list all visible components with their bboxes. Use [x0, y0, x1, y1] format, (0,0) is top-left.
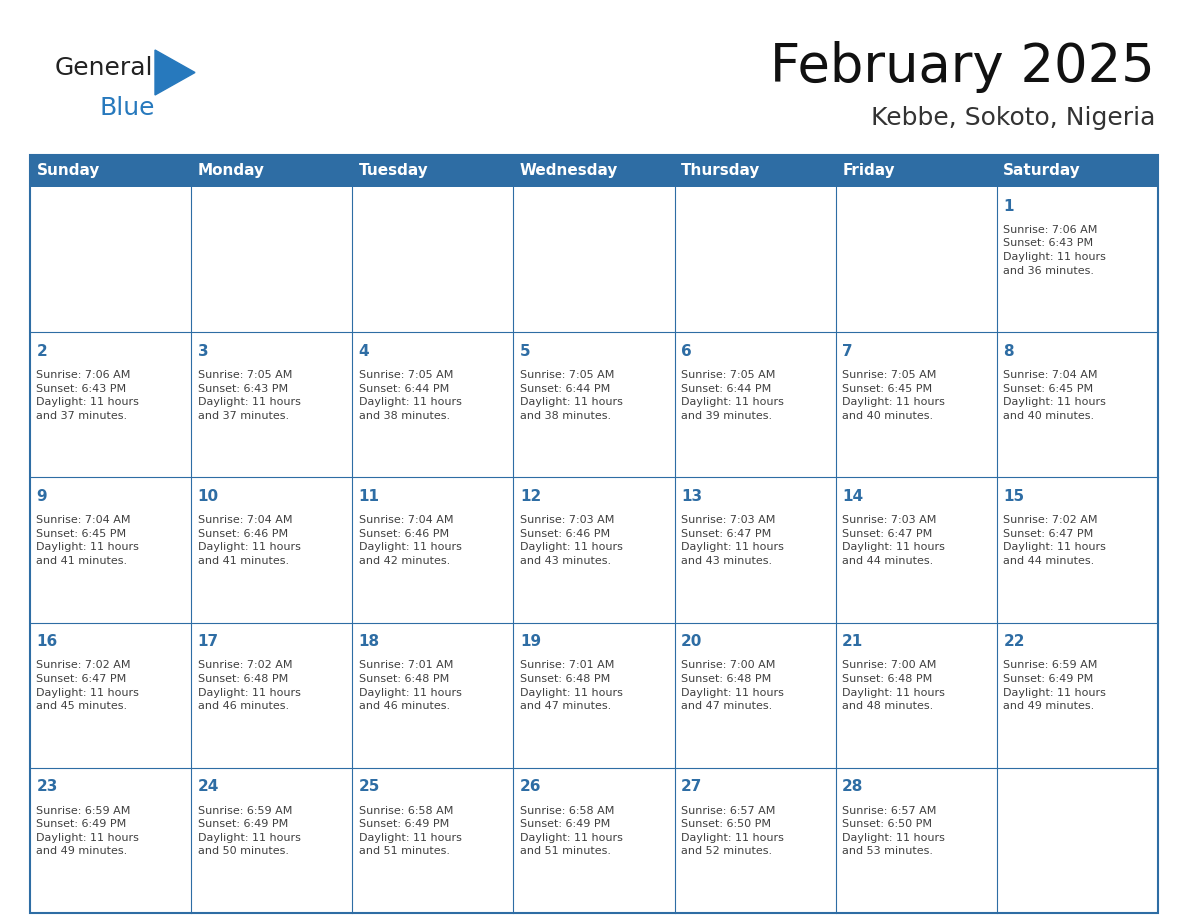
Text: 17: 17: [197, 634, 219, 649]
Text: Blue: Blue: [100, 96, 156, 120]
Polygon shape: [154, 50, 195, 95]
Text: Sunday: Sunday: [37, 163, 100, 178]
Text: Sunrise: 7:04 AM
Sunset: 6:46 PM
Daylight: 11 hours
and 42 minutes.: Sunrise: 7:04 AM Sunset: 6:46 PM Dayligh…: [359, 515, 462, 566]
Text: Sunrise: 7:05 AM
Sunset: 6:44 PM
Daylight: 11 hours
and 39 minutes.: Sunrise: 7:05 AM Sunset: 6:44 PM Dayligh…: [681, 370, 784, 420]
Text: Thursday: Thursday: [681, 163, 760, 178]
Text: Sunrise: 7:03 AM
Sunset: 6:46 PM
Daylight: 11 hours
and 43 minutes.: Sunrise: 7:03 AM Sunset: 6:46 PM Dayligh…: [520, 515, 623, 566]
Text: Sunrise: 6:59 AM
Sunset: 6:49 PM
Daylight: 11 hours
and 49 minutes.: Sunrise: 6:59 AM Sunset: 6:49 PM Dayligh…: [1004, 660, 1106, 711]
Text: Wednesday: Wednesday: [520, 163, 618, 178]
Bar: [353, 155, 513, 187]
Text: 19: 19: [520, 634, 541, 649]
Text: 8: 8: [1004, 344, 1013, 359]
Text: 18: 18: [359, 634, 380, 649]
Text: 22: 22: [1004, 634, 1025, 649]
Text: 9: 9: [37, 489, 48, 504]
Text: General: General: [55, 56, 153, 80]
Text: February 2025: February 2025: [770, 41, 1155, 93]
Text: 3: 3: [197, 344, 208, 359]
Text: Sunrise: 7:02 AM
Sunset: 6:47 PM
Daylight: 11 hours
and 45 minutes.: Sunrise: 7:02 AM Sunset: 6:47 PM Dayligh…: [37, 660, 139, 711]
Text: 26: 26: [520, 779, 542, 794]
Text: Friday: Friday: [842, 163, 895, 178]
Text: Sunrise: 6:59 AM
Sunset: 6:49 PM
Daylight: 11 hours
and 50 minutes.: Sunrise: 6:59 AM Sunset: 6:49 PM Dayligh…: [197, 806, 301, 856]
Text: Sunrise: 7:00 AM
Sunset: 6:48 PM
Daylight: 11 hours
and 48 minutes.: Sunrise: 7:00 AM Sunset: 6:48 PM Dayligh…: [842, 660, 944, 711]
Text: 5: 5: [520, 344, 531, 359]
Text: Tuesday: Tuesday: [359, 163, 429, 178]
Text: Sunrise: 7:04 AM
Sunset: 6:45 PM
Daylight: 11 hours
and 41 minutes.: Sunrise: 7:04 AM Sunset: 6:45 PM Dayligh…: [37, 515, 139, 566]
Text: 1: 1: [1004, 198, 1013, 214]
Text: 21: 21: [842, 634, 864, 649]
Text: 14: 14: [842, 489, 864, 504]
Text: Sunrise: 7:05 AM
Sunset: 6:43 PM
Daylight: 11 hours
and 37 minutes.: Sunrise: 7:05 AM Sunset: 6:43 PM Dayligh…: [197, 370, 301, 420]
Text: Sunrise: 7:04 AM
Sunset: 6:46 PM
Daylight: 11 hours
and 41 minutes.: Sunrise: 7:04 AM Sunset: 6:46 PM Dayligh…: [197, 515, 301, 566]
Text: 10: 10: [197, 489, 219, 504]
Bar: [997, 155, 1158, 187]
Text: 11: 11: [359, 489, 380, 504]
Text: Sunrise: 7:03 AM
Sunset: 6:47 PM
Daylight: 11 hours
and 44 minutes.: Sunrise: 7:03 AM Sunset: 6:47 PM Dayligh…: [842, 515, 944, 566]
Text: Sunrise: 7:05 AM
Sunset: 6:45 PM
Daylight: 11 hours
and 40 minutes.: Sunrise: 7:05 AM Sunset: 6:45 PM Dayligh…: [842, 370, 944, 420]
Text: 16: 16: [37, 634, 58, 649]
Text: Sunrise: 6:58 AM
Sunset: 6:49 PM
Daylight: 11 hours
and 51 minutes.: Sunrise: 6:58 AM Sunset: 6:49 PM Dayligh…: [520, 806, 623, 856]
Text: 13: 13: [681, 489, 702, 504]
Text: 27: 27: [681, 779, 702, 794]
Text: Sunrise: 6:58 AM
Sunset: 6:49 PM
Daylight: 11 hours
and 51 minutes.: Sunrise: 6:58 AM Sunset: 6:49 PM Dayligh…: [359, 806, 462, 856]
Text: 25: 25: [359, 779, 380, 794]
Text: 7: 7: [842, 344, 853, 359]
Text: Sunrise: 7:00 AM
Sunset: 6:48 PM
Daylight: 11 hours
and 47 minutes.: Sunrise: 7:00 AM Sunset: 6:48 PM Dayligh…: [681, 660, 784, 711]
Text: Sunrise: 7:03 AM
Sunset: 6:47 PM
Daylight: 11 hours
and 43 minutes.: Sunrise: 7:03 AM Sunset: 6:47 PM Dayligh…: [681, 515, 784, 566]
Bar: [30, 155, 1158, 913]
Text: 12: 12: [520, 489, 541, 504]
Text: 6: 6: [681, 344, 691, 359]
Text: 24: 24: [197, 779, 219, 794]
Text: Sunrise: 7:06 AM
Sunset: 6:43 PM
Daylight: 11 hours
and 37 minutes.: Sunrise: 7:06 AM Sunset: 6:43 PM Dayligh…: [37, 370, 139, 420]
Text: Sunrise: 7:01 AM
Sunset: 6:48 PM
Daylight: 11 hours
and 47 minutes.: Sunrise: 7:01 AM Sunset: 6:48 PM Dayligh…: [520, 660, 623, 711]
Text: Sunrise: 7:02 AM
Sunset: 6:48 PM
Daylight: 11 hours
and 46 minutes.: Sunrise: 7:02 AM Sunset: 6:48 PM Dayligh…: [197, 660, 301, 711]
Text: 15: 15: [1004, 489, 1024, 504]
Text: Monday: Monday: [197, 163, 265, 178]
Bar: [675, 155, 835, 187]
Text: Sunrise: 7:02 AM
Sunset: 6:47 PM
Daylight: 11 hours
and 44 minutes.: Sunrise: 7:02 AM Sunset: 6:47 PM Dayligh…: [1004, 515, 1106, 566]
Text: Sunrise: 7:05 AM
Sunset: 6:44 PM
Daylight: 11 hours
and 38 minutes.: Sunrise: 7:05 AM Sunset: 6:44 PM Dayligh…: [359, 370, 462, 420]
Text: Sunrise: 7:01 AM
Sunset: 6:48 PM
Daylight: 11 hours
and 46 minutes.: Sunrise: 7:01 AM Sunset: 6:48 PM Dayligh…: [359, 660, 462, 711]
Text: 2: 2: [37, 344, 48, 359]
Bar: [513, 155, 675, 187]
Text: Sunrise: 6:59 AM
Sunset: 6:49 PM
Daylight: 11 hours
and 49 minutes.: Sunrise: 6:59 AM Sunset: 6:49 PM Dayligh…: [37, 806, 139, 856]
Bar: [835, 155, 997, 187]
Bar: [30, 155, 191, 187]
Text: Sunrise: 6:57 AM
Sunset: 6:50 PM
Daylight: 11 hours
and 52 minutes.: Sunrise: 6:57 AM Sunset: 6:50 PM Dayligh…: [681, 806, 784, 856]
Text: Kebbe, Sokoto, Nigeria: Kebbe, Sokoto, Nigeria: [871, 106, 1155, 130]
Text: 20: 20: [681, 634, 702, 649]
Text: Sunrise: 7:05 AM
Sunset: 6:44 PM
Daylight: 11 hours
and 38 minutes.: Sunrise: 7:05 AM Sunset: 6:44 PM Dayligh…: [520, 370, 623, 420]
Text: Saturday: Saturday: [1004, 163, 1081, 178]
Text: Sunrise: 7:04 AM
Sunset: 6:45 PM
Daylight: 11 hours
and 40 minutes.: Sunrise: 7:04 AM Sunset: 6:45 PM Dayligh…: [1004, 370, 1106, 420]
Text: 4: 4: [359, 344, 369, 359]
Text: 28: 28: [842, 779, 864, 794]
Text: Sunrise: 6:57 AM
Sunset: 6:50 PM
Daylight: 11 hours
and 53 minutes.: Sunrise: 6:57 AM Sunset: 6:50 PM Dayligh…: [842, 806, 944, 856]
Text: 23: 23: [37, 779, 58, 794]
Text: Sunrise: 7:06 AM
Sunset: 6:43 PM
Daylight: 11 hours
and 36 minutes.: Sunrise: 7:06 AM Sunset: 6:43 PM Dayligh…: [1004, 225, 1106, 275]
Bar: [191, 155, 353, 187]
